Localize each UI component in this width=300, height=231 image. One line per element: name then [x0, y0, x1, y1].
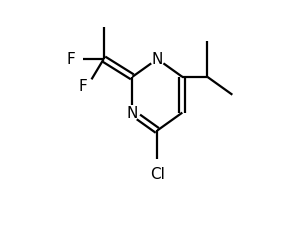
Text: F: F [79, 79, 88, 94]
Text: Cl: Cl [150, 167, 165, 181]
Text: N: N [152, 52, 163, 67]
Text: F: F [66, 52, 75, 67]
Text: N: N [127, 106, 138, 121]
